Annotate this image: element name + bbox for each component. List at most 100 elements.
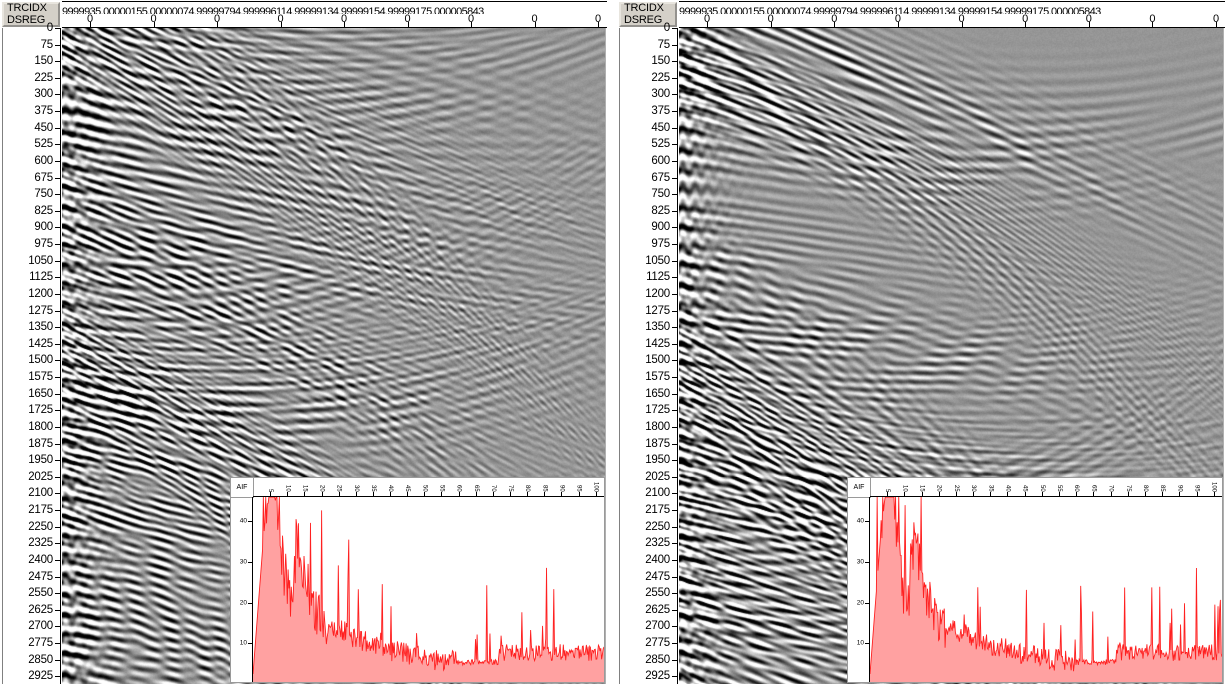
depth-axis-label: 900: [651, 221, 670, 234]
depth-axis-label: 1950: [28, 454, 53, 467]
trace-index-subvalue: 0: [767, 13, 774, 25]
aif-frequency-tick: [904, 492, 906, 496]
aif-frequency-label: 15: [301, 485, 308, 492]
trace-index-tickmarks: [62, 22, 607, 27]
depth-axis-label: 1800: [645, 420, 670, 433]
aif-frequency-tick: [338, 492, 340, 496]
depth-axis-label: 2550: [28, 587, 53, 600]
aif-corner-label[interactable]: AIF: [231, 478, 254, 498]
aif-frequency-label: 90: [1176, 485, 1183, 492]
aif-frequency-label: 20: [935, 485, 942, 492]
aif-curve-line: [253, 497, 604, 675]
aif-frequency-label: 55: [438, 485, 445, 492]
aif-frequency-tick: [287, 492, 289, 496]
depth-axis-label: 1200: [645, 287, 670, 300]
depth-axis-tick: [55, 127, 60, 129]
aif-frequency-label: 75: [507, 485, 514, 492]
depth-axis-tick: [672, 593, 677, 595]
depth-axis-tick: [55, 111, 60, 113]
depth-axis-tick: [672, 343, 677, 345]
depth-axis-tick: [55, 310, 60, 312]
aif-frequency-label: 95: [575, 485, 582, 492]
depth-axis-label: 1575: [645, 371, 670, 384]
trace-index-label: 134.99999: [321, 6, 369, 14]
aif-amplitude-axis[interactable]: 10 20 30 40: [848, 497, 870, 682]
trace-index-label: 134.99999: [938, 6, 986, 14]
depth-axis-tick: [55, 510, 60, 512]
depth-axis-label: 2475: [28, 570, 53, 583]
depth-axis[interactable]: 0 75 150 225 300 375 450 525 600 675 750 825 900 975 1…: [2, 22, 60, 684]
aif-frequency-tick: [1144, 492, 1146, 496]
trace-index-subvalue: 0: [594, 13, 602, 25]
depth-axis-tick: [672, 510, 677, 512]
trace-index-label: 99999: [679, 6, 707, 14]
depth-axis-tick: [55, 260, 60, 262]
depth-axis-label: 2775: [645, 637, 670, 649]
trace-index-axis[interactable]: 9999935.00000155.00000074.99999794.99999…: [679, 0, 1225, 28]
depth-axis-tick: [672, 28, 677, 29]
aif-frequency-tick: [1162, 492, 1164, 496]
depth-axis-label: 2325: [645, 537, 670, 550]
depth-axis-label: 1725: [645, 404, 670, 417]
corner-label-box[interactable]: TRCIDX DSREG: [619, 2, 677, 27]
aif-plot-area[interactable]: [870, 497, 1222, 682]
aif-amplitude-axis[interactable]: 10 20 30 40: [231, 497, 253, 682]
trace-index-label: 55.000000: [136, 6, 183, 14]
aif-frequency-label: 70: [1107, 485, 1114, 492]
aif-amplitude-tick: [865, 562, 869, 564]
depth-axis-label: 1875: [28, 437, 53, 450]
depth-axis-label: 1275: [28, 304, 53, 317]
aif-spectrum-inset[interactable]: AIF 5 10 15 20 25 30 35 40 45 50 55 60 65 70 75 80 85 90 95…: [230, 477, 605, 683]
axis-tick: [1025, 22, 1027, 27]
aif-frequency-label: 60: [1073, 485, 1080, 492]
corner-label-box[interactable]: TRCIDX DSREG: [2, 2, 60, 27]
trace-index-subvalue: 0: [277, 13, 284, 25]
depth-axis-label: 2925: [645, 670, 670, 683]
trace-index-subvalue: 0: [1149, 13, 1156, 25]
depth-axis-tick: [672, 277, 677, 279]
aif-frequency-label: 30: [352, 485, 359, 492]
depth-axis-line: [60, 28, 61, 684]
depth-axis-label: 1875: [645, 437, 670, 450]
aif-frequency-tick: [441, 492, 443, 496]
aif-frequency-label: 40: [1004, 485, 1011, 492]
aif-frequency-label: 35: [987, 485, 994, 492]
aif-plot-area[interactable]: [253, 497, 604, 682]
depth-axis[interactable]: 0 75 150 225 300 375 450 525 600 675 750 825 900 975 1…: [619, 22, 677, 684]
trcidx-label: TRCIDX: [624, 2, 664, 14]
depth-axis-tick: [55, 360, 60, 362]
depth-axis-tick: [55, 543, 60, 545]
axis-tick: [90, 22, 91, 27]
aif-frequency-label: 50: [1038, 485, 1045, 492]
depth-axis-label: 825: [34, 204, 53, 217]
axis-tick: [961, 22, 963, 27]
aif-frequency-tick: [372, 492, 374, 496]
depth-axis-tick: [55, 293, 60, 295]
depth-axis-label: 2850: [28, 653, 53, 666]
aif-frequency-label: 90: [558, 485, 565, 492]
aif-amplitude-label: 20: [239, 599, 247, 607]
depth-axis-tick: [672, 559, 677, 561]
aif-corner-label[interactable]: AIF: [848, 478, 871, 498]
trace-index-subvalue-row: 0 0 0 0 0 0 0 0 0: [679, 13, 1225, 25]
axis-tick: [770, 22, 772, 27]
aif-frequency-label: 25: [335, 485, 342, 492]
aif-frequency-tick: [1076, 492, 1078, 496]
trace-index-label: 94.999996: [846, 6, 894, 14]
aif-spectrum-inset[interactable]: AIF 5 10 15 20 25 30 35 40 45 50 55 60 65 70 75 80 85 90 95…: [847, 477, 1223, 683]
axis-tick: [707, 22, 708, 27]
trace-index-label: 35.000001: [89, 6, 137, 14]
depth-axis-label: 2100: [645, 487, 670, 500]
aif-frequency-axis[interactable]: 5 10 15 20 25 30 35 40 45 50 55 60 65 70 75 80 85 90 95 100: [870, 478, 1222, 497]
aif-frequency-tick: [921, 492, 923, 496]
depth-axis-label: 1575: [28, 371, 53, 384]
depth-axis-tick: [672, 360, 677, 362]
seismic-panel-left[interactable]: TRCIDX DSREG 9999935.00000155.00000074.999…: [0, 0, 607, 686]
aif-frequency-axis[interactable]: 5 10 15 20 25 30 35 40 45 50 55 60 65 70 75 80 85 90 95 100: [253, 478, 604, 497]
trace-index-axis[interactable]: 9999935.00000155.00000074.99999794.99999…: [62, 0, 607, 28]
depth-axis-tick: [672, 227, 677, 229]
depth-axis-label: 525: [34, 138, 53, 151]
trace-index-subvalue: 0: [958, 13, 965, 25]
seismic-panel-right[interactable]: TRCIDX DSREG 9999935.00000155.00000074.999…: [617, 0, 1225, 686]
